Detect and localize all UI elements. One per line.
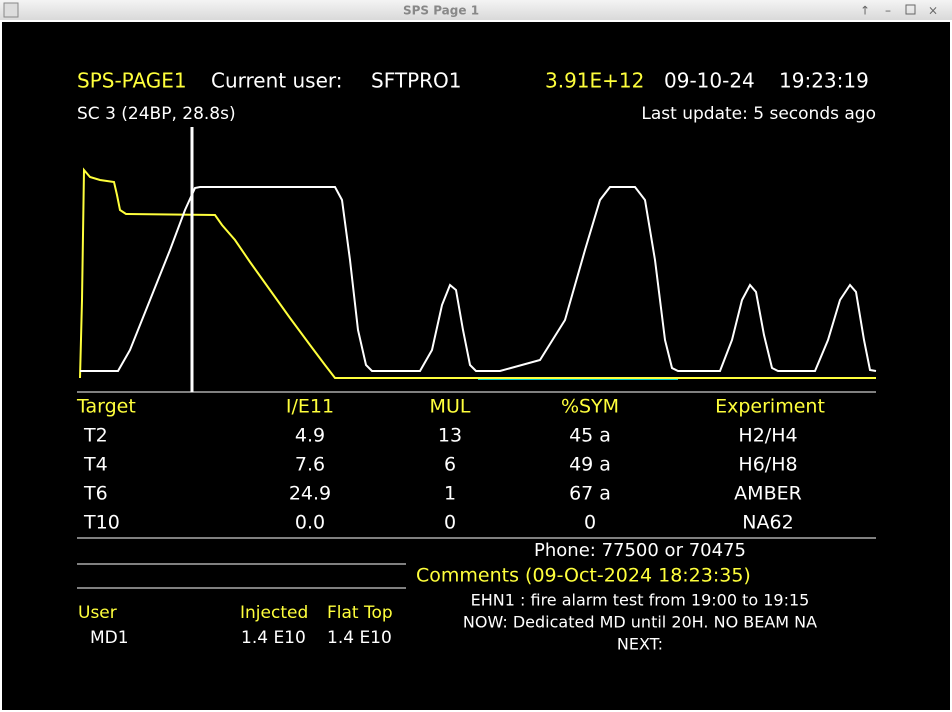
table-cell: 0 bbox=[444, 512, 456, 534]
intensity: 3.91E+12 bbox=[545, 69, 644, 93]
table-cell: 49 a bbox=[569, 454, 611, 476]
comments-title: Comments (09-Oct-2024 18:23:35) bbox=[416, 565, 751, 587]
column-header: I/E11 bbox=[286, 396, 334, 418]
pin-button[interactable]: ↑ bbox=[860, 4, 870, 18]
white-trace bbox=[80, 186, 877, 372]
table-cell: 1.4 E10 bbox=[327, 628, 392, 648]
comment-line: NEXT: bbox=[617, 635, 663, 654]
time: 19:23:19 bbox=[779, 69, 869, 93]
table-cell: 67 a bbox=[569, 483, 611, 505]
table-cell: T6 bbox=[83, 483, 108, 505]
table-cell: T4 bbox=[83, 454, 108, 476]
table-cell: 45 a bbox=[569, 425, 611, 447]
minimize-button[interactable]: – bbox=[885, 4, 891, 18]
column-header: Experiment bbox=[715, 396, 825, 418]
table-cell: 6 bbox=[444, 454, 456, 476]
table-cell: 7.6 bbox=[295, 454, 325, 476]
table-cell: 13 bbox=[438, 425, 462, 447]
yellow-trace bbox=[79, 167, 876, 379]
table-cell: AMBER bbox=[734, 483, 802, 505]
table-cell: 24.9 bbox=[289, 483, 331, 505]
close-button[interactable]: × bbox=[928, 4, 938, 18]
table-cell: 4.9 bbox=[295, 425, 325, 447]
comments: EHN1 : fire alarm test from 19:00 to 19:… bbox=[463, 591, 817, 654]
column-header: MUL bbox=[430, 396, 471, 418]
last-update: Last update: 5 seconds ago bbox=[641, 104, 876, 124]
users-table: User Injected Flat Top MD1 1.4 E10 1.4 E10 bbox=[78, 603, 393, 648]
target-table: Target I/E11 MUL %SYM Experiment T2 4.9 13 45 a H… bbox=[76, 396, 825, 534]
maximize-button[interactable] bbox=[905, 4, 916, 15]
table-cell: H6/H8 bbox=[738, 454, 797, 476]
cycle: SC 3 (24BP, 28.8s) bbox=[77, 104, 236, 124]
window-title: SPS Page 1 bbox=[403, 4, 479, 18]
page-name: SPS-PAGE1 bbox=[77, 69, 187, 93]
date: 09-10-24 bbox=[664, 69, 755, 93]
column-header: User bbox=[78, 603, 117, 623]
table-cell: NA62 bbox=[742, 512, 793, 534]
table-cell: MD1 bbox=[90, 628, 129, 648]
table-cell: T2 bbox=[83, 425, 108, 447]
comment-line: NOW: Dedicated MD until 20H. NO BEAM NA bbox=[463, 613, 817, 632]
table-cell: 0 bbox=[584, 512, 596, 534]
waveform-plot bbox=[79, 167, 877, 380]
app-icon bbox=[3, 2, 19, 18]
table-cell: T10 bbox=[83, 512, 120, 534]
table-cell: 1.4 E10 bbox=[241, 628, 306, 648]
table-cell: 1 bbox=[444, 483, 456, 505]
column-header: %SYM bbox=[561, 396, 619, 418]
table-cell: H2/H4 bbox=[738, 425, 797, 447]
comment-line: EHN1 : fire alarm test from 19:00 to 19:… bbox=[471, 591, 810, 610]
table-cell: 0.0 bbox=[295, 512, 325, 534]
column-header: Flat Top bbox=[327, 603, 393, 623]
user-label: Current user: bbox=[211, 69, 342, 93]
title-bar bbox=[0, 0, 952, 21]
user: SFTPRO1 bbox=[371, 69, 462, 93]
phone: Phone: 77500 or 70475 bbox=[534, 540, 746, 561]
window-border bbox=[0, 20, 952, 712]
column-header: Injected bbox=[240, 603, 308, 623]
column-header: Target bbox=[76, 396, 136, 418]
